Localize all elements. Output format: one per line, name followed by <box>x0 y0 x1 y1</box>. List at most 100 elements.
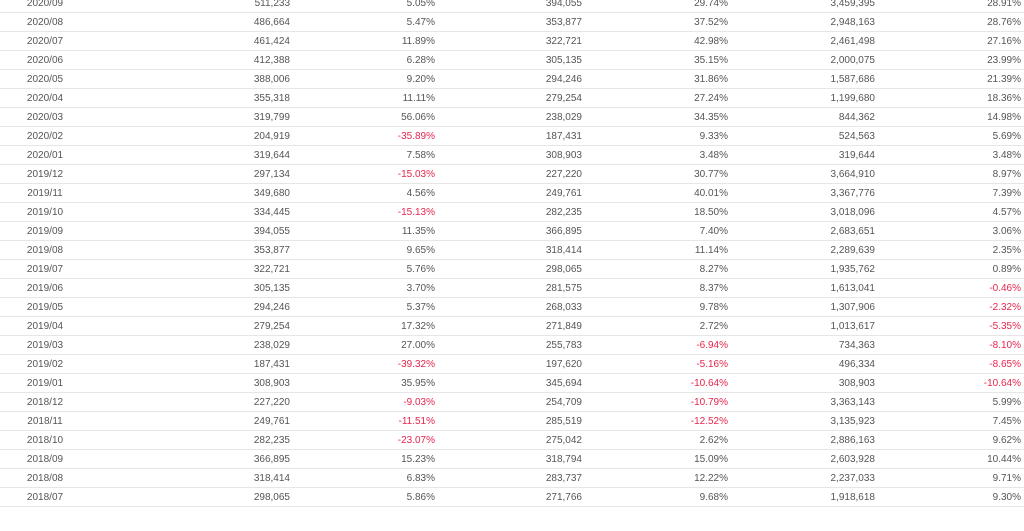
compare-change-cell: 8.37% <box>699 283 728 294</box>
cumulative-change-cell: 5.69% <box>992 131 1021 142</box>
compare-change-cell: -10.64% <box>690 378 728 389</box>
date-cell: 2019/09 <box>26 226 64 237</box>
date-cell: 2019/02 <box>26 359 64 370</box>
cumulative-change-cell: 21.39% <box>987 74 1021 85</box>
cumulative-cell: 3,018,096 <box>830 207 876 218</box>
table-row: 2020/09 511,233 5.05% 394,055 29.74% 3,459,39… <box>0 0 1024 13</box>
compare-change-cell: 40.01% <box>694 188 728 199</box>
compare-change-cell: 11.14% <box>694 245 728 256</box>
date-cell: 2019/12 <box>26 169 64 180</box>
table-row: 2019/10 334,445 -15.13% 282,235 18.50% 3,018,… <box>0 203 1024 222</box>
change-cell: 3.70% <box>406 283 435 294</box>
cumulative-change-cell: 0.89% <box>992 264 1021 275</box>
cumulative-change-cell: 3.06% <box>992 226 1021 237</box>
cumulative-cell: 524,563 <box>838 131 875 142</box>
date-cell: 2020/04 <box>26 93 64 104</box>
table-row: 2020/06 412,388 6.28% 305,135 35.15% 2,000,07… <box>0 51 1024 70</box>
change-cell: 5.37% <box>406 302 435 313</box>
value-cell: 294,246 <box>253 302 290 313</box>
compare-value-cell: 271,766 <box>545 492 582 503</box>
cumulative-change-cell: -10.64% <box>983 378 1021 389</box>
date-cell: 2018/08 <box>26 473 64 484</box>
compare-value-cell: 318,794 <box>545 454 582 465</box>
change-cell: 6.28% <box>406 55 435 66</box>
value-cell: 279,254 <box>253 321 290 332</box>
value-cell: 319,799 <box>253 112 290 123</box>
compare-change-cell: 9.68% <box>699 492 728 503</box>
compare-change-cell: 8.27% <box>699 264 728 275</box>
compare-value-cell: 394,055 <box>545 0 582 9</box>
compare-value-cell: 254,709 <box>545 397 582 408</box>
compare-change-cell: 7.40% <box>699 226 728 237</box>
table-row: 2019/03 238,029 27.00% 255,783 -6.94% 734,363… <box>0 336 1024 355</box>
table-row: 2018/11 249,761 -11.51% 285,519 -12.52% 3,135… <box>0 412 1024 431</box>
date-cell: 2018/07 <box>26 492 64 503</box>
cumulative-change-cell: 9.71% <box>992 473 1021 484</box>
change-cell: 11.11% <box>402 93 435 104</box>
compare-value-cell: 305,135 <box>545 55 582 66</box>
date-cell: 2018/10 <box>26 435 64 446</box>
compare-change-cell: 37.52% <box>694 17 728 28</box>
value-cell: 282,235 <box>253 435 290 446</box>
value-cell: 319,644 <box>253 150 290 161</box>
compare-value-cell: 283,737 <box>545 473 582 484</box>
table-row: 2019/06 305,135 3.70% 281,575 8.37% 1,613,041… <box>0 279 1024 298</box>
compare-change-cell: 34.35% <box>694 112 728 123</box>
compare-change-cell: -6.94% <box>696 340 728 351</box>
cumulative-cell: 1,587,686 <box>830 74 876 85</box>
change-cell: -23.07% <box>397 435 435 446</box>
compare-change-cell: 3.48% <box>699 150 728 161</box>
value-cell: 298,065 <box>253 492 290 503</box>
date-cell: 2019/01 <box>26 378 64 389</box>
compare-change-cell: 15.09% <box>694 454 728 465</box>
change-cell: 5.47% <box>406 17 435 28</box>
date-cell: 2020/05 <box>26 74 64 85</box>
date-cell: 2019/04 <box>26 321 64 332</box>
change-cell: -9.03% <box>403 397 435 408</box>
cumulative-cell: 3,459,395 <box>830 0 876 9</box>
value-cell: 305,135 <box>253 283 290 294</box>
change-cell: 5.86% <box>406 492 435 503</box>
table-row: 2020/02 204,919 -35.89% 187,431 9.33% 524,563… <box>0 127 1024 146</box>
compare-value-cell: 308,903 <box>545 150 582 161</box>
table-row: 2018/10 282,235 -23.07% 275,042 2.62% 2,886,1… <box>0 431 1024 450</box>
compare-value-cell: 268,033 <box>545 302 582 313</box>
date-cell: 2019/08 <box>26 245 64 256</box>
change-cell: -35.89% <box>397 131 435 142</box>
date-cell: 2020/09 <box>26 0 64 9</box>
cumulative-cell: 2,886,163 <box>830 435 876 446</box>
compare-change-cell: 2.62% <box>699 435 728 446</box>
cumulative-cell: 3,135,923 <box>830 416 876 427</box>
compare-value-cell: 282,235 <box>545 207 582 218</box>
cumulative-change-cell: -5.35% <box>989 321 1021 332</box>
table-row: 2020/08 486,664 5.47% 353,877 37.52% 2,948,16… <box>0 13 1024 32</box>
cumulative-cell: 1,613,041 <box>830 283 876 294</box>
compare-value-cell: 298,065 <box>545 264 582 275</box>
value-cell: 204,919 <box>253 131 290 142</box>
change-cell: 17.32% <box>401 321 435 332</box>
table-row: 2020/01 319,644 7.58% 308,903 3.48% 319,644 3.… <box>0 146 1024 165</box>
change-cell: -39.32% <box>397 359 435 370</box>
value-cell: 249,761 <box>253 416 290 427</box>
table-row: 2020/05 388,006 9.20% 294,246 31.86% 1,587,68… <box>0 70 1024 89</box>
compare-change-cell: 27.24% <box>694 93 728 104</box>
compare-value-cell: 197,620 <box>545 359 582 370</box>
change-cell: 11.35% <box>401 226 435 237</box>
table-row: 2019/09 394,055 11.35% 366,895 7.40% 2,683,65… <box>0 222 1024 241</box>
cumulative-cell: 1,935,762 <box>830 264 876 275</box>
compare-value-cell: 285,519 <box>545 416 582 427</box>
value-cell: 355,318 <box>253 93 290 104</box>
compare-value-cell: 345,694 <box>545 378 582 389</box>
value-cell: 388,006 <box>253 74 290 85</box>
compare-value-cell: 366,895 <box>545 226 582 237</box>
cumulative-cell: 2,461,498 <box>830 36 876 47</box>
cumulative-cell: 2,289,639 <box>830 245 876 256</box>
cumulative-change-cell: 4.57% <box>992 207 1021 218</box>
cumulative-cell: 1,307,906 <box>830 302 876 313</box>
compare-value-cell: 318,414 <box>545 245 582 256</box>
cumulative-cell: 3,664,910 <box>830 169 876 180</box>
compare-value-cell: 294,246 <box>545 74 582 85</box>
cumulative-change-cell: 28.76% <box>987 17 1021 28</box>
table-row: 2018/12 227,220 -9.03% 254,709 -10.79% 3,363,… <box>0 393 1024 412</box>
cumulative-cell: 2,683,651 <box>830 226 876 237</box>
